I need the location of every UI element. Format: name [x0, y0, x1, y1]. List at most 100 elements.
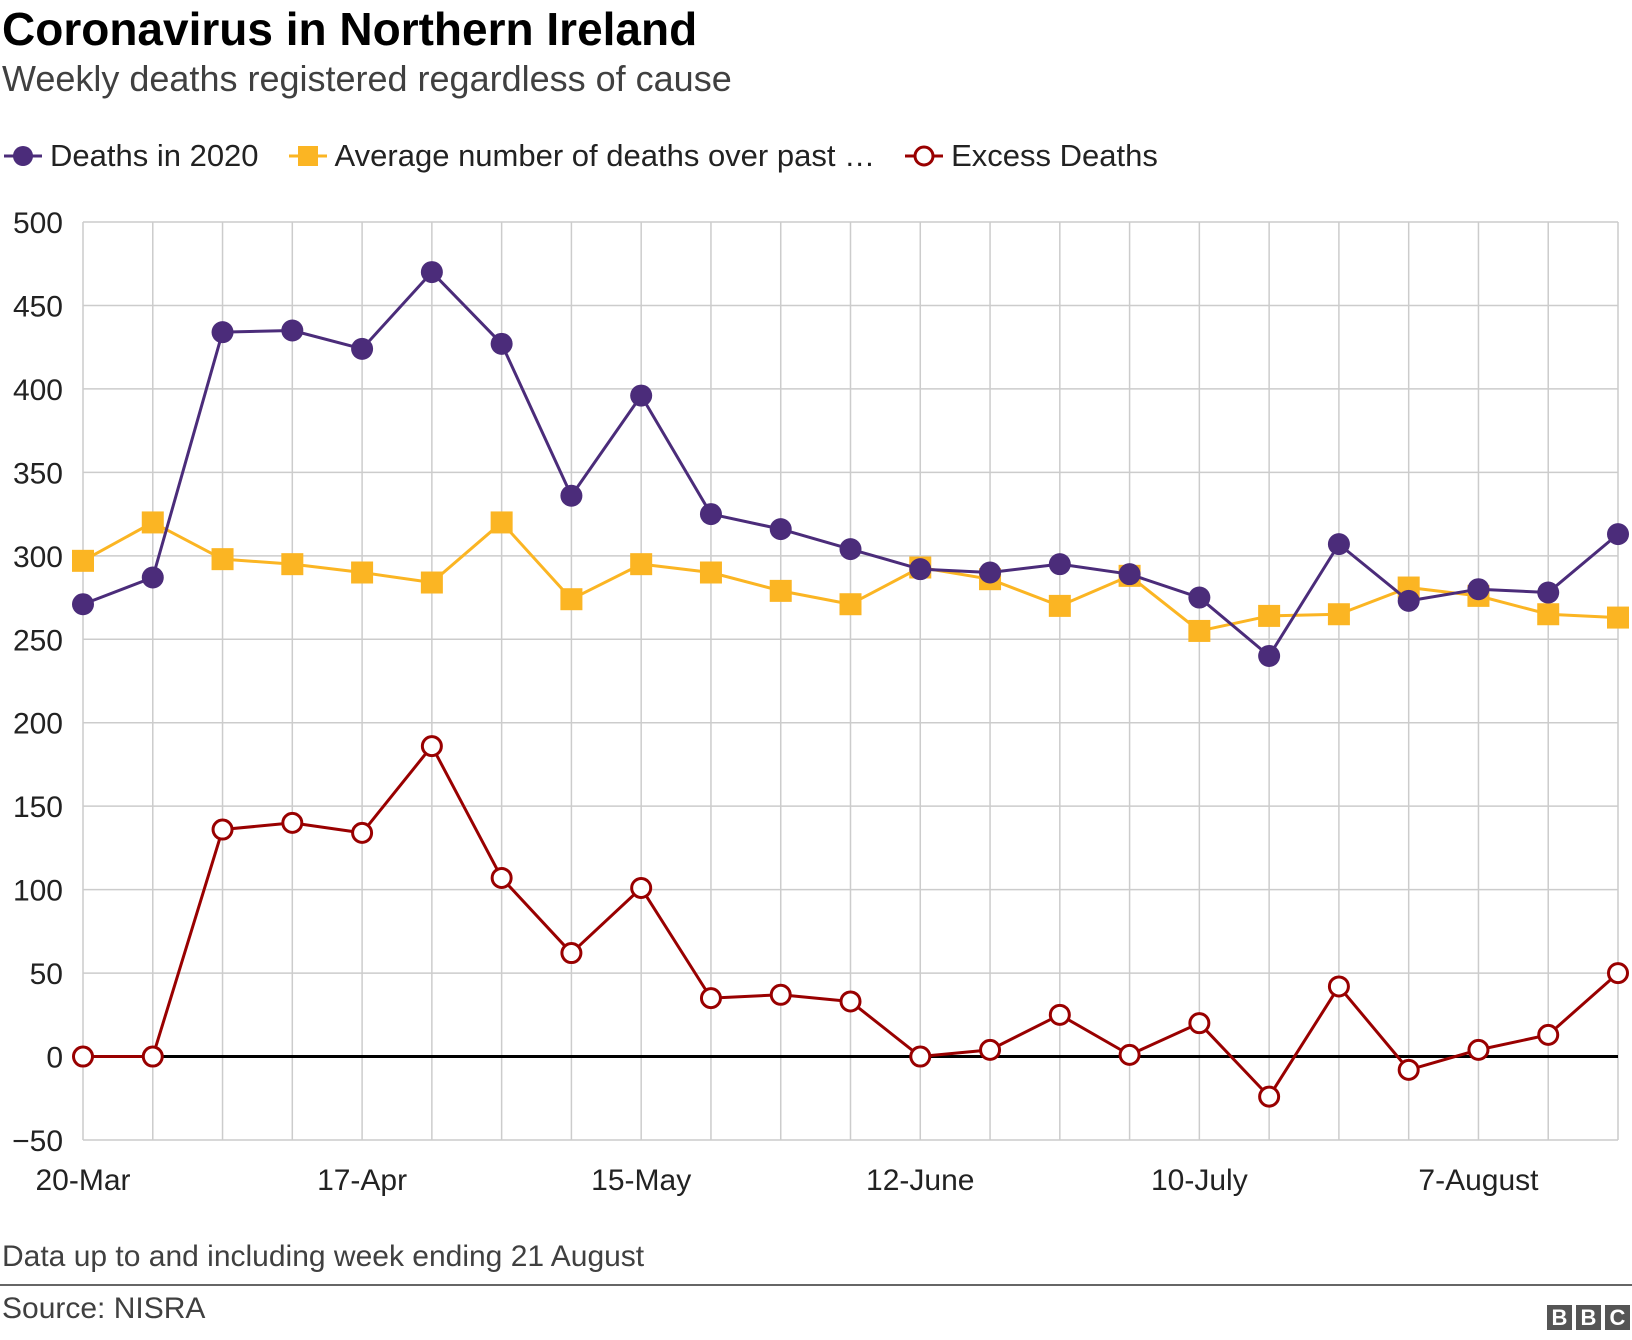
chart-title: Coronavirus in Northern Ireland: [2, 3, 698, 55]
data-point: [420, 571, 443, 594]
data-point: [1467, 578, 1490, 601]
y-tick-label: 250: [13, 624, 63, 657]
chart-subtitle: Weekly deaths registered regardless of c…: [2, 58, 732, 99]
source-credit: Source: NISRA: [2, 1292, 206, 1325]
legend-item-average: Average number of deaths over past …: [288, 138, 876, 174]
data-point: [1327, 603, 1350, 626]
bbc-logo-block: B: [1547, 1305, 1572, 1330]
data-point: [630, 553, 653, 576]
y-tick-label: 400: [13, 374, 63, 407]
y-tick-label: 50: [30, 958, 63, 991]
y-tick-label: 200: [13, 708, 63, 741]
data-point: [351, 337, 374, 360]
data-point: [979, 1038, 1002, 1061]
data-point: [560, 588, 583, 611]
data-point: [1607, 962, 1629, 985]
data-point: [281, 319, 304, 342]
data-point: [72, 549, 94, 572]
data-point: [1327, 975, 1350, 998]
data-point: [839, 593, 862, 616]
legend-label: Excess Deaths: [951, 138, 1158, 173]
series-lines: [72, 261, 1629, 1108]
legend-item-deaths-2020: Deaths in 2020: [4, 138, 259, 174]
data-point: [351, 821, 374, 844]
y-tick-label: 450: [13, 290, 63, 323]
data-point: [1327, 533, 1350, 556]
data-point: [211, 321, 234, 344]
data-point: [630, 384, 653, 407]
x-tick-label: 15-May: [591, 1164, 691, 1197]
chart-legend: Deaths in 2020 Average number of deaths …: [4, 136, 1188, 176]
legend-label: Deaths in 2020: [50, 138, 259, 173]
data-point: [699, 503, 722, 526]
data-point: [979, 561, 1002, 584]
data-point: [1258, 604, 1281, 627]
y-tick-label: 300: [13, 541, 63, 574]
y-tick-label: 100: [13, 875, 63, 908]
data-point: [909, 558, 932, 581]
data-point: [1048, 1003, 1071, 1026]
data-point: [1048, 594, 1071, 617]
data-point: [1537, 581, 1560, 604]
data-point: [769, 983, 792, 1006]
bbc-logo-block: B: [1576, 1305, 1601, 1330]
x-tick-label: 20-Mar: [35, 1164, 130, 1197]
data-note: Data up to and including week ending 21 …: [2, 1240, 645, 1273]
data-point: [699, 561, 722, 584]
bbc-logo: B B C: [1547, 1305, 1630, 1330]
y-tick-label: 150: [13, 791, 63, 824]
data-point: [699, 987, 722, 1010]
data-point: [1607, 606, 1629, 629]
data-point: [72, 1045, 94, 1068]
data-point: [1118, 1043, 1141, 1066]
data-point: [769, 579, 792, 602]
data-point: [141, 1045, 164, 1068]
data-point: [420, 261, 443, 284]
data-point: [839, 538, 862, 561]
y-tick-label: 350: [13, 457, 63, 490]
series-filled-circle: [72, 261, 1629, 667]
y-tick-label: 0: [46, 1042, 63, 1075]
legend-item-excess: Excess Deaths: [905, 138, 1158, 174]
legend-marker-filled-circle: [4, 146, 42, 166]
data-point: [281, 811, 304, 834]
x-tick-label: 17-Apr: [317, 1164, 407, 1197]
data-point: [141, 566, 164, 589]
data-point: [839, 990, 862, 1013]
data-point: [1607, 523, 1629, 546]
data-point: [490, 511, 513, 534]
data-point: [1258, 644, 1281, 667]
data-point: [490, 332, 513, 355]
data-point: [1118, 563, 1141, 586]
data-point: [211, 548, 234, 571]
data-point: [281, 553, 304, 576]
data-point: [560, 484, 583, 507]
legend-label: Average number of deaths over past …: [334, 138, 876, 173]
data-point: [560, 942, 583, 965]
data-point: [1188, 586, 1211, 609]
data-point: [141, 511, 164, 534]
footer-divider: [0, 1284, 1632, 1286]
axis-labels: −50 0 50 100 150 200 250 300 350 400 450 500 20-Mar 1…: [12, 207, 1539, 1197]
data-point: [1188, 619, 1211, 642]
legend-marker-filled-square: [288, 146, 327, 166]
x-tick-label: 10-July: [1151, 1164, 1248, 1197]
data-point: [1537, 603, 1560, 626]
data-point: [420, 735, 443, 758]
line-chart: −50 0 50 100 150 200 250 300 350 400 450 500 20-Mar 1…: [12, 207, 1629, 1197]
data-point: [1258, 1085, 1281, 1108]
data-point: [211, 818, 234, 841]
y-tick-label: 500: [13, 207, 63, 240]
data-point: [1467, 1038, 1490, 1061]
series-hollow-circle: [72, 735, 1629, 1108]
bbc-logo-block: C: [1605, 1305, 1630, 1330]
data-point: [769, 518, 792, 541]
data-point: [72, 593, 94, 616]
data-point: [490, 866, 513, 889]
data-point: [351, 561, 374, 584]
data-point: [1397, 1058, 1420, 1081]
series-filled-square: [72, 511, 1629, 642]
x-tick-label: 12-June: [866, 1164, 974, 1197]
x-tick-label: 7-August: [1418, 1164, 1539, 1197]
legend-marker-hollow-circle: [905, 145, 944, 167]
